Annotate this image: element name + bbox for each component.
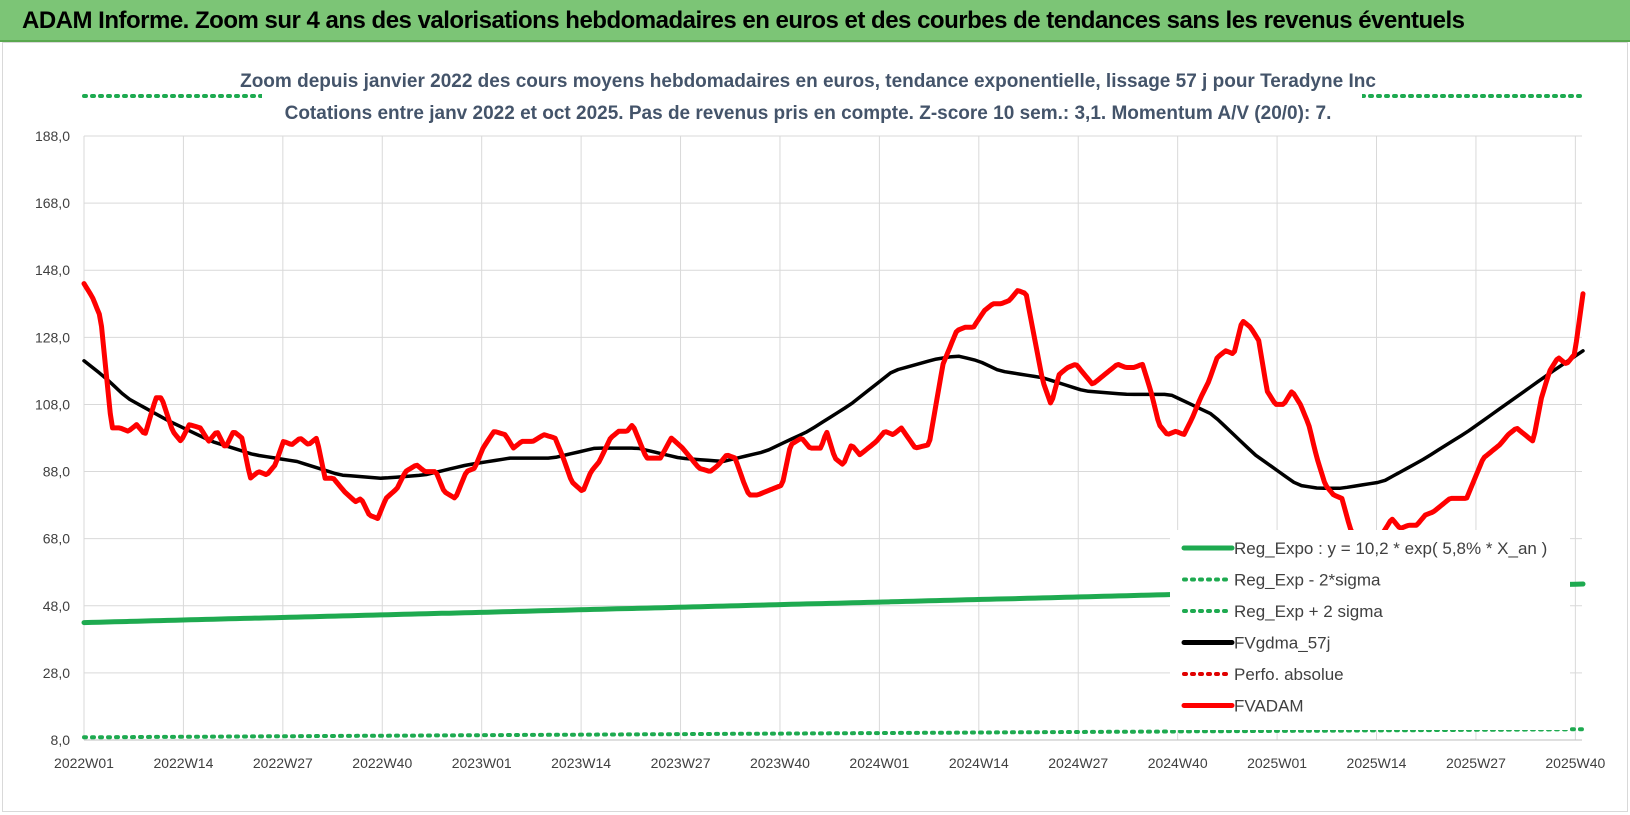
fvgdma-57j-line bbox=[82, 349, 1585, 491]
y-tick-label: 108,0 bbox=[35, 396, 70, 412]
x-tick-label: 2023W40 bbox=[750, 755, 810, 771]
title-background bbox=[262, 62, 1362, 132]
series-layer bbox=[81, 94, 1586, 740]
y-tick-label: 8,0 bbox=[51, 732, 71, 748]
y-tick-label: 28,0 bbox=[43, 665, 70, 681]
x-tick-label: 2023W01 bbox=[452, 755, 512, 771]
y-tick-label: 48,0 bbox=[43, 598, 70, 614]
x-tick-label: 2022W01 bbox=[54, 755, 114, 771]
legend-background bbox=[1170, 530, 1570, 730]
y-tick-label: 168,0 bbox=[35, 195, 70, 211]
fvadam-line bbox=[81, 281, 1586, 548]
x-tick-label: 2025W01 bbox=[1247, 755, 1307, 771]
y-tick-label: 88,0 bbox=[43, 464, 70, 480]
x-tick-label: 2024W14 bbox=[949, 755, 1009, 771]
x-tick-label: 2022W40 bbox=[352, 755, 412, 771]
y-tick-label: 128,0 bbox=[35, 329, 70, 345]
y-axis-ticks: 188,0 168,0 148,0 128,0 108,0 88,0 68,0 48,0 28,… bbox=[35, 128, 70, 748]
legend-label: Reg_Exp - 2*sigma bbox=[1234, 571, 1381, 590]
x-axis-ticks: 2022W01 2022W14 2022W27 2022W40 2023W01 2023W… bbox=[54, 755, 1605, 771]
y-tick-label: 188,0 bbox=[35, 128, 70, 144]
legend-label: Reg_Expo : y = 10,2 * exp( 5,8% * X_an ) bbox=[1234, 539, 1547, 558]
y-tick-label: 148,0 bbox=[35, 262, 70, 278]
legend-label: Reg_Exp + 2 sigma bbox=[1234, 602, 1383, 621]
chart-subtitle: Cotations entre janv 2022 et oct 2025. P… bbox=[285, 103, 1332, 124]
x-tick-label: 2024W40 bbox=[1148, 755, 1208, 771]
x-tick-label: 2025W40 bbox=[1545, 755, 1605, 771]
x-tick-label: 2024W27 bbox=[1048, 755, 1108, 771]
page-title: ADAM Informe. Zoom sur 4 ans des valoris… bbox=[22, 7, 1465, 34]
legend-label: Perfo. absolue bbox=[1234, 665, 1344, 684]
legend-label: FVADAM bbox=[1234, 697, 1304, 716]
x-tick-label: 2023W14 bbox=[551, 755, 611, 771]
x-tick-label: 2025W14 bbox=[1347, 755, 1407, 771]
x-tick-label: 2023W27 bbox=[651, 755, 711, 771]
legend: Reg_Expo : y = 10,2 * exp( 5,8% * X_an )… bbox=[1181, 539, 1547, 716]
chart-frame bbox=[2, 42, 1628, 812]
header-bar: ADAM Informe. Zoom sur 4 ans des valoris… bbox=[0, 0, 1630, 42]
chart-title: Zoom depuis janvier 2022 des cours moyen… bbox=[240, 71, 1376, 92]
x-tick-label: 2022W27 bbox=[253, 755, 313, 771]
x-tick-label: 2024W01 bbox=[849, 755, 909, 771]
y-tick-label: 68,0 bbox=[43, 531, 70, 547]
legend-label: FVgdma_57j bbox=[1234, 634, 1330, 653]
x-tick-label: 2022W14 bbox=[153, 755, 213, 771]
reg-exp-minus-2sigma-line bbox=[82, 727, 1585, 740]
x-tick-label: 2025W27 bbox=[1446, 755, 1506, 771]
